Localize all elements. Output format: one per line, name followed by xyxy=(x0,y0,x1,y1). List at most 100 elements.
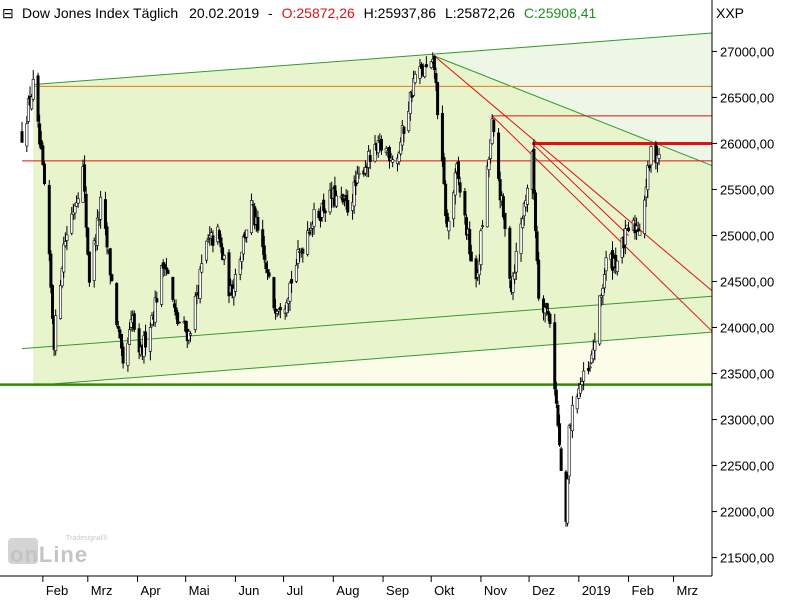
candle[interactable] xyxy=(511,271,515,301)
candle[interactable] xyxy=(233,268,237,296)
candle[interactable] xyxy=(567,423,571,484)
candle[interactable] xyxy=(198,265,202,304)
candle[interactable] xyxy=(570,396,574,439)
candle[interactable] xyxy=(132,310,136,333)
candle[interactable] xyxy=(588,361,592,372)
trendline-green-0[interactable] xyxy=(33,32,713,86)
candle[interactable] xyxy=(489,139,493,164)
candle[interactable] xyxy=(249,193,253,236)
candle[interactable] xyxy=(50,284,54,324)
candle[interactable] xyxy=(566,473,570,527)
candle[interactable] xyxy=(323,208,327,223)
candle[interactable] xyxy=(554,381,558,408)
candle[interactable] xyxy=(205,240,209,264)
candle[interactable] xyxy=(498,171,502,209)
candle[interactable] xyxy=(166,268,170,275)
candle[interactable] xyxy=(95,209,99,251)
candle[interactable] xyxy=(623,219,627,255)
candle[interactable] xyxy=(575,393,579,414)
candle[interactable] xyxy=(408,91,412,122)
candle[interactable] xyxy=(553,313,557,396)
trendline-red-8[interactable] xyxy=(434,55,713,292)
candle[interactable] xyxy=(479,228,483,271)
candle[interactable] xyxy=(119,334,123,356)
candle[interactable] xyxy=(412,70,416,98)
candle[interactable] xyxy=(559,446,563,472)
candle[interactable] xyxy=(532,139,536,200)
candle[interactable] xyxy=(542,295,546,321)
candle[interactable] xyxy=(598,295,602,346)
candle[interactable] xyxy=(144,324,148,356)
candle[interactable] xyxy=(463,187,467,225)
candle[interactable] xyxy=(458,176,462,198)
candle[interactable] xyxy=(62,236,66,278)
candle[interactable] xyxy=(582,362,586,391)
candle[interactable] xyxy=(487,156,491,178)
trendline-red-10[interactable] xyxy=(531,143,629,236)
candle[interactable] xyxy=(278,303,282,319)
candle[interactable] xyxy=(335,190,339,208)
candle[interactable] xyxy=(193,292,197,333)
candle[interactable] xyxy=(148,322,152,361)
candle[interactable] xyxy=(615,260,619,276)
candle[interactable] xyxy=(452,190,456,228)
candle[interactable] xyxy=(474,255,478,288)
candle[interactable] xyxy=(171,276,175,303)
candle[interactable] xyxy=(118,326,122,339)
candle[interactable] xyxy=(535,225,539,265)
candle[interactable] xyxy=(25,116,29,153)
candle[interactable] xyxy=(638,223,642,236)
candle[interactable] xyxy=(436,82,440,120)
candle[interactable] xyxy=(176,309,180,326)
candle[interactable] xyxy=(514,242,518,280)
candle[interactable] xyxy=(73,202,77,220)
candle[interactable] xyxy=(272,276,276,311)
candle[interactable] xyxy=(533,189,537,239)
candle[interactable] xyxy=(65,225,69,251)
candle[interactable] xyxy=(627,221,631,233)
candle[interactable] xyxy=(200,254,204,274)
candle[interactable] xyxy=(397,150,401,166)
candle[interactable] xyxy=(253,202,257,230)
candle[interactable] xyxy=(42,161,46,186)
candle[interactable] xyxy=(508,225,512,289)
candle[interactable] xyxy=(497,128,501,182)
candle[interactable] xyxy=(26,95,30,124)
candle[interactable] xyxy=(47,179,51,262)
candle[interactable] xyxy=(177,321,181,324)
candle[interactable] xyxy=(485,161,489,228)
candle[interactable] xyxy=(312,202,316,235)
candle[interactable] xyxy=(429,61,433,70)
candle[interactable] xyxy=(391,155,395,168)
candle[interactable] xyxy=(153,290,157,327)
candle[interactable] xyxy=(294,259,298,284)
candle[interactable] xyxy=(36,72,40,128)
candle[interactable] xyxy=(301,247,305,263)
candle[interactable] xyxy=(92,237,96,288)
candle[interactable] xyxy=(222,254,226,266)
candle[interactable] xyxy=(357,166,361,179)
candle[interactable] xyxy=(115,282,119,328)
candle[interactable] xyxy=(503,212,507,237)
candle[interactable] xyxy=(413,70,417,85)
candle[interactable] xyxy=(643,195,647,239)
candle[interactable] xyxy=(322,193,326,214)
candle[interactable] xyxy=(368,149,372,170)
candle[interactable] xyxy=(160,264,164,307)
candle[interactable] xyxy=(456,156,460,186)
candle[interactable] xyxy=(49,250,53,294)
candle[interactable] xyxy=(262,235,266,263)
candle[interactable] xyxy=(84,186,88,238)
trend-lines[interactable] xyxy=(0,32,713,386)
candle[interactable] xyxy=(245,229,249,243)
candle[interactable] xyxy=(70,206,74,236)
candle[interactable] xyxy=(137,323,141,360)
trendline-green-1[interactable] xyxy=(21,295,713,350)
candle[interactable] xyxy=(424,56,428,68)
candle[interactable] xyxy=(492,119,496,137)
candle[interactable] xyxy=(128,322,132,345)
candle[interactable] xyxy=(442,152,446,186)
candle[interactable] xyxy=(59,279,63,320)
candle[interactable] xyxy=(83,155,87,199)
